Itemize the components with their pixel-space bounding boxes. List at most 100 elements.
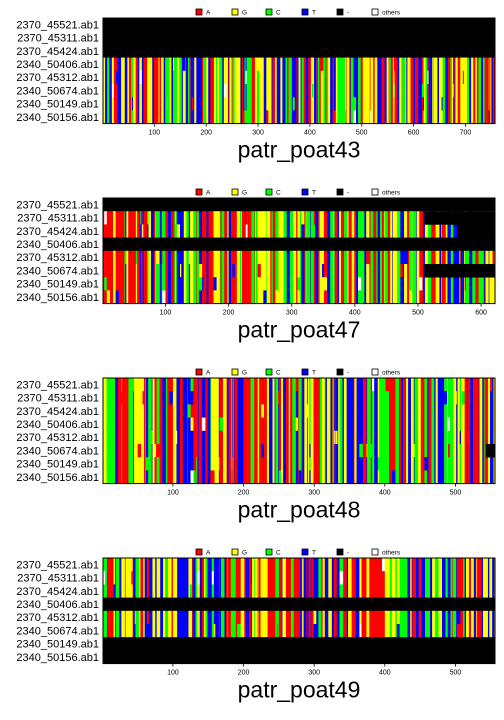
base-cell: [475, 584, 477, 598]
base-cell: [141, 97, 144, 111]
base-cell: [369, 110, 371, 124]
alignment-row: [103, 250, 496, 265]
base-cell: [201, 457, 206, 471]
base-cell: [364, 558, 367, 572]
base-cell: [408, 391, 412, 405]
base-cell: [332, 457, 335, 471]
base-cell: [421, 110, 424, 124]
base-cell: [318, 277, 321, 291]
base-cell: [412, 264, 414, 278]
base-cell: [431, 444, 433, 458]
base-cell: [115, 264, 119, 278]
base-cell: [254, 70, 256, 85]
base-cell: [388, 110, 390, 124]
base-cell: [411, 57, 414, 72]
base-cell: [259, 378, 262, 392]
base-cell: [325, 417, 328, 432]
base-cell: [188, 97, 190, 111]
base-cell: [464, 470, 468, 484]
base-cell: [224, 250, 228, 265]
base-cell: [250, 264, 252, 278]
base-cell: [315, 211, 319, 225]
base-cell: [232, 378, 234, 392]
base-cell: [343, 391, 347, 405]
base-cell: [231, 97, 233, 111]
base-cell: [270, 211, 272, 225]
base-cell: [301, 290, 305, 304]
base-cell: [144, 290, 148, 304]
base-cell: [255, 264, 256, 278]
base-cell: [202, 84, 204, 98]
base-cell: [254, 211, 256, 225]
base-cell: [307, 457, 310, 471]
base-cell: [423, 211, 426, 225]
base-cell: [228, 70, 230, 85]
base-cell: [154, 211, 156, 225]
base-cell: [109, 57, 113, 72]
base-cell: [131, 558, 133, 572]
base-cell: [382, 110, 385, 124]
base-cell: [103, 264, 105, 278]
base-cell: [201, 430, 206, 445]
base-cell: [168, 290, 172, 304]
base-cell: [188, 57, 190, 72]
base-cell: [240, 84, 242, 98]
base-cell: [252, 110, 256, 124]
base-cell: [408, 70, 411, 85]
base-cell: [214, 430, 216, 445]
base-cell: [364, 70, 368, 85]
base-cell: [211, 584, 215, 598]
base-cell: [459, 457, 462, 471]
base-cell: [121, 571, 126, 585]
base-cell: [199, 558, 201, 572]
base-cell: [462, 110, 465, 124]
base-cell: [464, 277, 465, 291]
base-cell: [163, 571, 166, 585]
base-cell: [302, 391, 305, 405]
base-cell: [492, 97, 495, 111]
base-cell: [362, 417, 367, 432]
base-cell: [330, 84, 333, 98]
base-cell: [320, 277, 323, 291]
base-cell: [241, 211, 243, 225]
base-cell: [205, 457, 208, 471]
base-cell: [133, 391, 135, 405]
base-cell: [290, 391, 293, 405]
base-cell: [485, 558, 489, 572]
base-cell: [278, 70, 281, 85]
base-cell: [148, 417, 152, 432]
x-axis: 100 200 300 400 500 600: [160, 303, 487, 317]
base-cell: [107, 378, 111, 392]
base-cell: [457, 378, 460, 392]
base-cell: [143, 57, 146, 72]
base-cell: [244, 558, 246, 572]
base-cell: [115, 610, 116, 625]
base-cell: [278, 558, 280, 572]
base-cell: [125, 571, 129, 585]
base-cell: [435, 277, 437, 291]
row-label: 2340_50406.ab1: [16, 419, 99, 431]
base-cell: [337, 57, 341, 72]
base-cell: [296, 584, 301, 598]
base-cell: [390, 250, 393, 265]
base-cell: [193, 444, 196, 458]
base-cell: [255, 290, 256, 304]
legend-label: C: [276, 370, 281, 377]
base-cell: [190, 250, 194, 265]
base-cell: [332, 404, 335, 418]
base-cell: [484, 378, 486, 392]
base-cell: [109, 57, 110, 72]
base-cell: [275, 378, 279, 392]
base-cell: [402, 97, 403, 111]
base-cell: [169, 404, 174, 418]
base-cell: [196, 211, 198, 225]
base-cell: [379, 417, 383, 432]
base-cell: [340, 224, 345, 238]
base-cell: [177, 391, 181, 405]
base-cell: [418, 70, 422, 85]
base-cell: [419, 290, 423, 304]
base-cell: [135, 277, 138, 291]
base-cell: [270, 250, 272, 265]
base-cell: [285, 84, 288, 98]
base-cell: [466, 584, 470, 598]
